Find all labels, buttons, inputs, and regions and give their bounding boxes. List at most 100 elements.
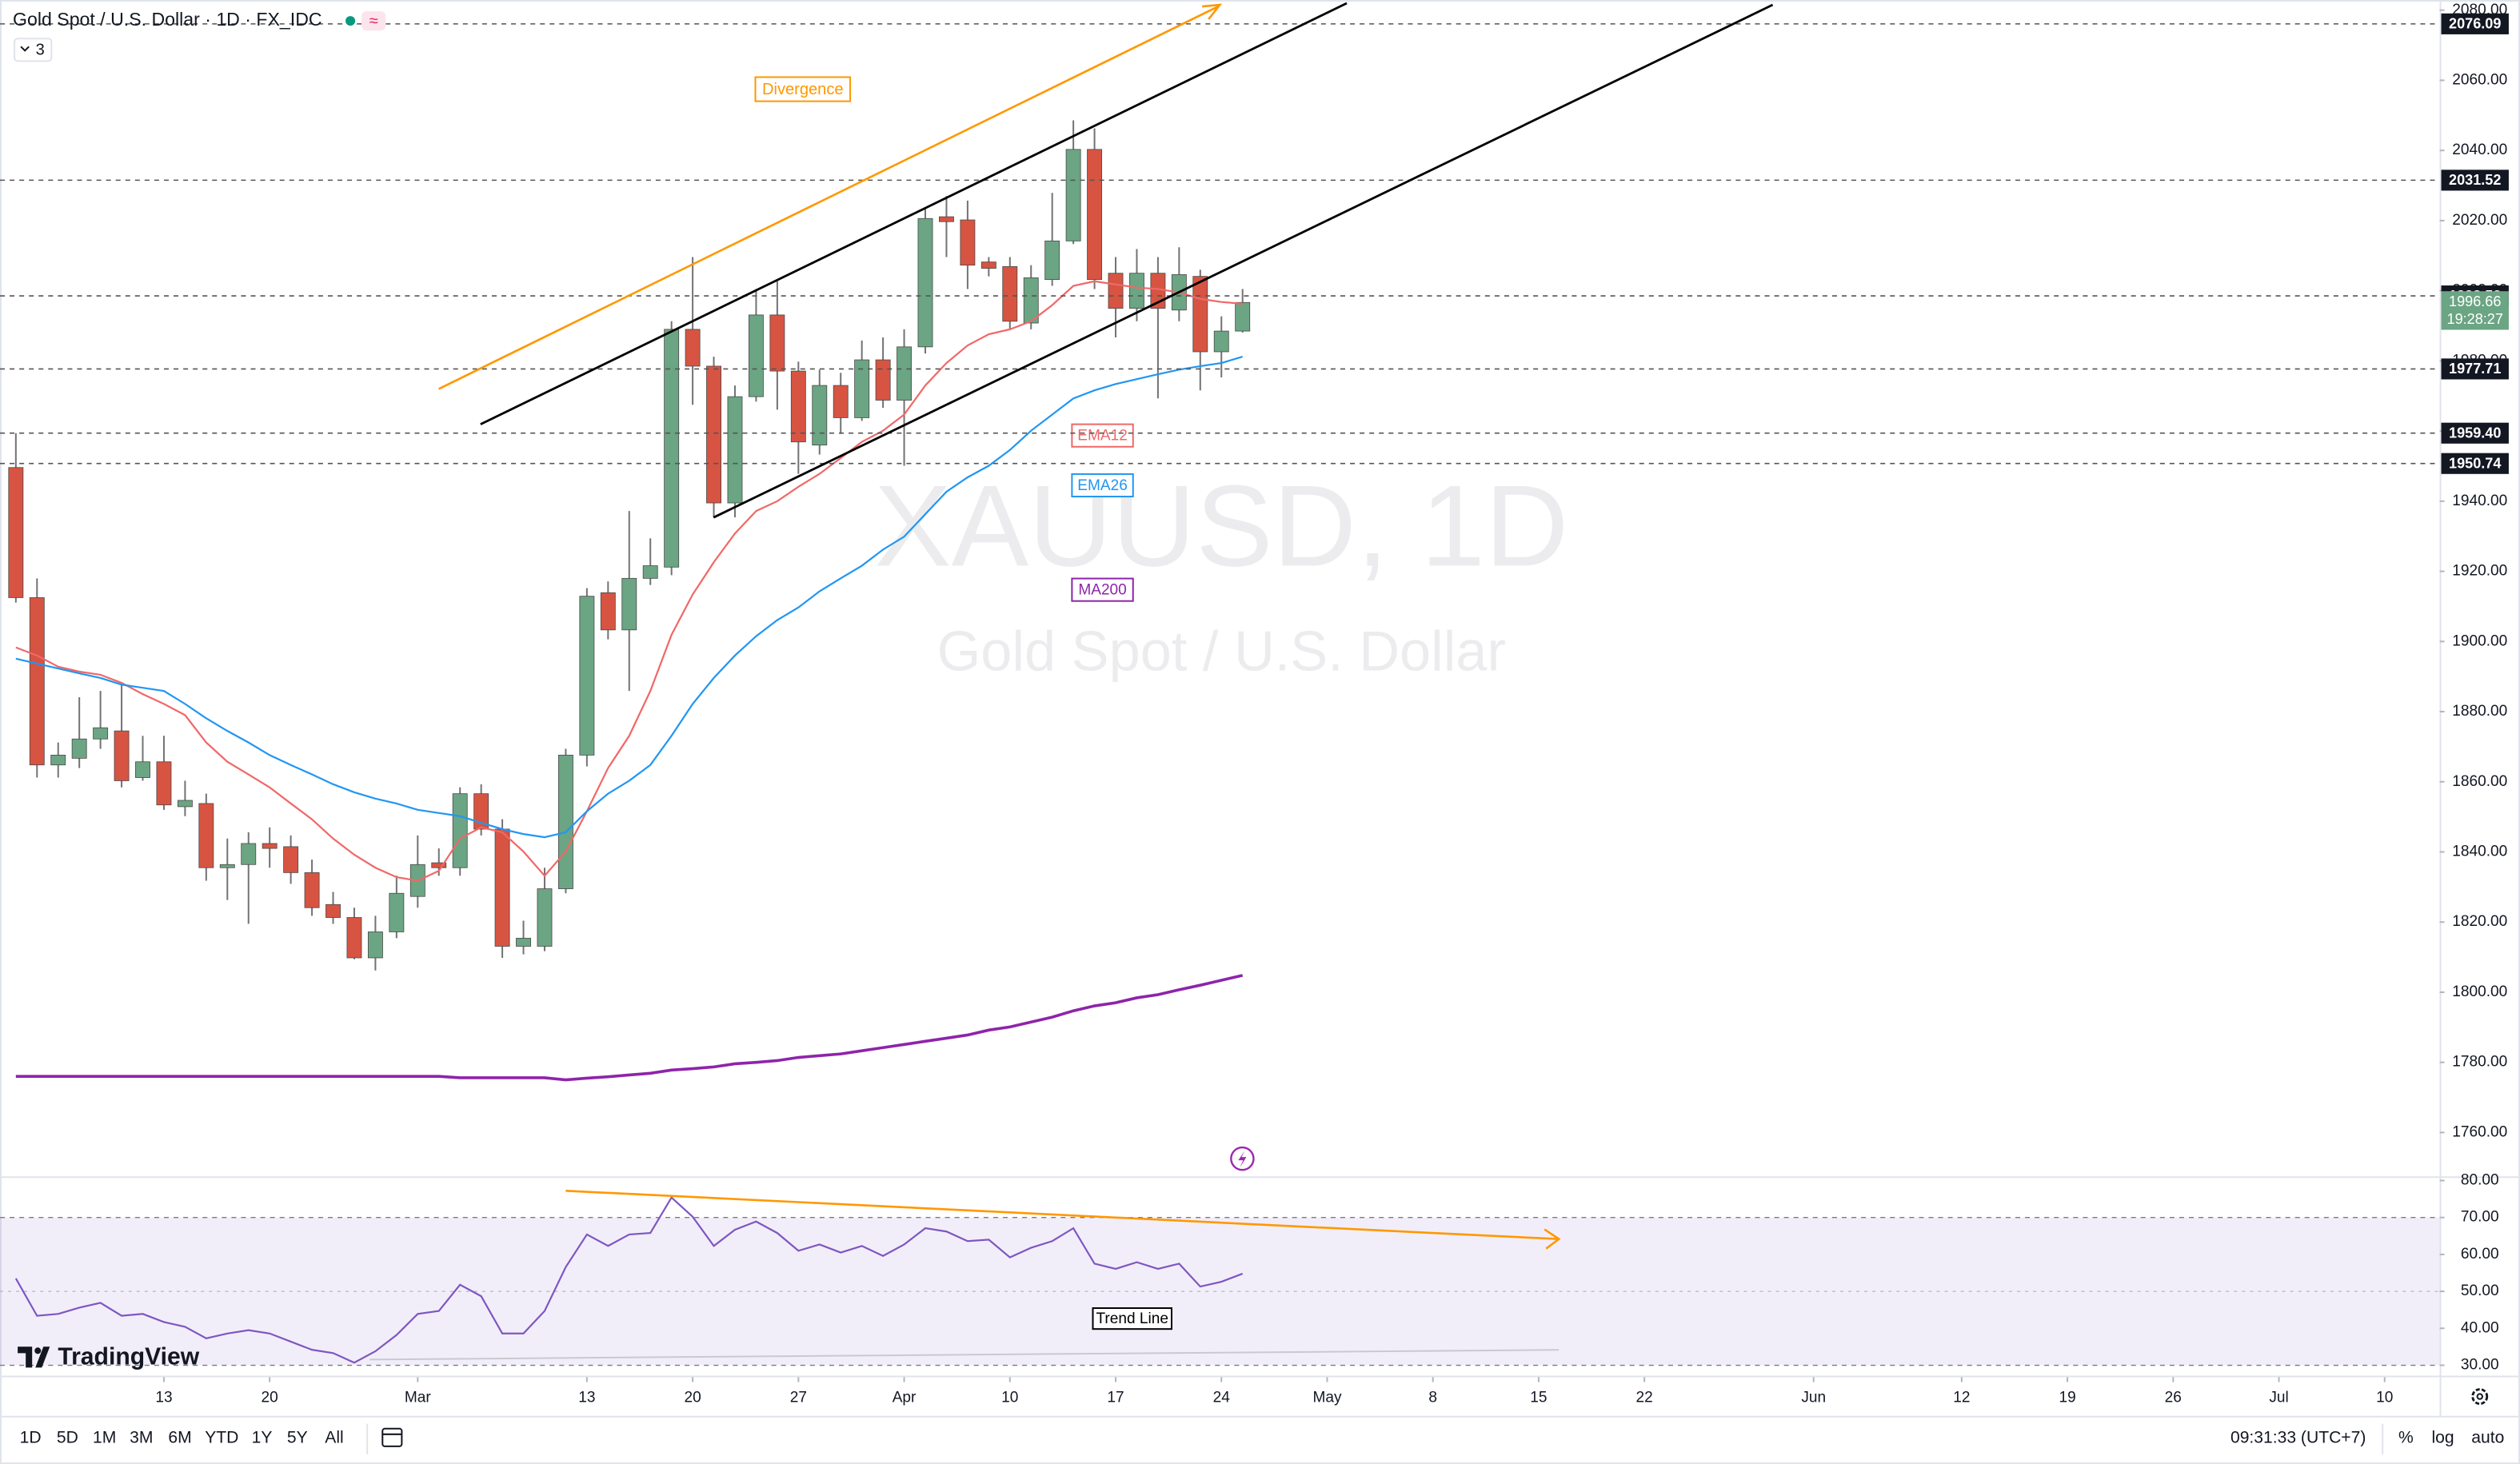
range-button[interactable]: All [325, 1428, 343, 1446]
indicator-toggle[interactable] [14, 38, 53, 62]
candle-body [960, 219, 976, 266]
scale-option[interactable]: log [2431, 1428, 2454, 1446]
x-tick-label: 15 [1530, 1390, 1547, 1406]
candle-body [114, 730, 130, 781]
countdown-label: 19:28:27 [2447, 311, 2503, 327]
price-level-tag [2441, 170, 2509, 191]
candle-body [1044, 240, 1060, 281]
drawings: Divergence Trend Line [369, 2, 1774, 1361]
arrow-head [1544, 1228, 1561, 1250]
x-tick-label: 20 [262, 1390, 278, 1406]
last-price-tag [2441, 291, 2509, 330]
range-button[interactable]: 6M [168, 1428, 191, 1446]
x-tick-label: 8 [1428, 1390, 1437, 1406]
price-level-label: 1977.71 [2449, 361, 2501, 377]
indicator-line [15, 280, 1243, 882]
price-level-label: 1959.40 [2449, 425, 2501, 441]
logo-mark [18, 1346, 50, 1368]
rsi-trend-line [565, 1190, 1558, 1240]
range-button[interactable]: 1M [93, 1428, 116, 1446]
candle-body [198, 803, 214, 868]
candle-body [897, 346, 913, 401]
candle-body [1065, 149, 1081, 241]
candle-body [812, 385, 828, 446]
branding: TradingView [18, 1343, 200, 1370]
last-price-label: 1996.66 [2449, 293, 2501, 309]
candle-body [135, 761, 150, 778]
price-level-label: 2076.09 [2449, 16, 2501, 32]
data-flag-icon: ≈ [369, 12, 378, 30]
y-tick-label: 60.00 [2461, 1246, 2499, 1263]
candle-body [706, 365, 721, 504]
indicator-label-box [1071, 473, 1134, 498]
range-button[interactable]: 5Y [287, 1428, 308, 1446]
candle-body [93, 727, 109, 740]
x-tick-label: 27 [790, 1390, 807, 1406]
candle-body [1002, 265, 1018, 322]
price-level-tag [2441, 13, 2509, 34]
x-tick-label: Jul [2269, 1390, 2288, 1406]
y-tick-label: 2040.00 [2452, 142, 2507, 158]
x-tick-label: 19 [2059, 1390, 2075, 1406]
price-level-label: 2031.52 [2449, 172, 2501, 188]
candle-body [537, 888, 553, 947]
range-button[interactable]: 1D [20, 1428, 42, 1446]
gear-center [2476, 1393, 2483, 1400]
y-tick-label: 80.00 [2461, 1172, 2499, 1189]
candle-body [177, 800, 193, 808]
candle-body [833, 385, 849, 418]
price-level-label: 1950.74 [2449, 456, 2501, 472]
divergence-line [438, 5, 1219, 390]
candle-body [642, 565, 658, 579]
clock[interactable]: 09:31:33 (UTC+7) [2230, 1428, 2366, 1446]
range-button[interactable]: 5D [57, 1428, 78, 1446]
arrow-head [1202, 3, 1223, 20]
range-button[interactable]: YTD [205, 1428, 238, 1446]
candle-body [304, 872, 320, 908]
market-status [345, 16, 356, 26]
candle-body [452, 793, 468, 868]
candle-body [241, 843, 257, 865]
y-tick-label: 1820.00 [2452, 913, 2507, 930]
candle-body [790, 370, 806, 443]
y-tick-label: 30.00 [2461, 1357, 2499, 1374]
candle-body [980, 261, 996, 269]
y-tick-label: 2060.00 [2452, 71, 2507, 88]
date-range-icon[interactable] [381, 1427, 403, 1447]
indicator-count: 3 [36, 42, 45, 59]
candle-body [557, 755, 573, 889]
range-button[interactable]: 3M [130, 1428, 153, 1446]
x-tick-label: 10 [2376, 1390, 2393, 1406]
brand-name: TradingView [58, 1343, 199, 1370]
x-tick-label: 13 [578, 1390, 595, 1406]
y-tick-label: 1940.00 [2452, 493, 2507, 509]
candle-body [431, 862, 447, 868]
settings[interactable] [2471, 1388, 2489, 1406]
candle-body [727, 396, 743, 504]
indicator-line [15, 356, 1244, 839]
watermark-description: Gold Spot / U.S. Dollar [937, 620, 1506, 683]
scale-option[interactable]: auto [2471, 1428, 2504, 1446]
candle-body [1087, 149, 1103, 281]
candle-body [917, 217, 933, 348]
candle-body [769, 314, 785, 372]
x-tick-label: Jun [1801, 1390, 1826, 1406]
range-button[interactable]: 1Y [252, 1428, 273, 1446]
x-tick-label: Apr [893, 1390, 917, 1406]
gear[interactable] [2471, 1388, 2489, 1406]
y-tick-label: 1800.00 [2452, 983, 2507, 1000]
candle-body [939, 216, 954, 222]
data-flag [361, 11, 386, 31]
candle-body [1023, 277, 1039, 324]
x-tick-label: Mar [405, 1390, 431, 1406]
y-tick-label: 50.00 [2461, 1282, 2499, 1299]
y-tick-label: 1780.00 [2452, 1054, 2507, 1071]
candle-body [600, 592, 616, 631]
y-tick-label: 70.00 [2461, 1209, 2499, 1226]
candle-body [579, 596, 595, 756]
scale-option[interactable]: % [2398, 1428, 2414, 1446]
candle-body [494, 828, 510, 947]
candle-body [8, 467, 24, 598]
x-tick-label: 22 [1636, 1390, 1653, 1406]
